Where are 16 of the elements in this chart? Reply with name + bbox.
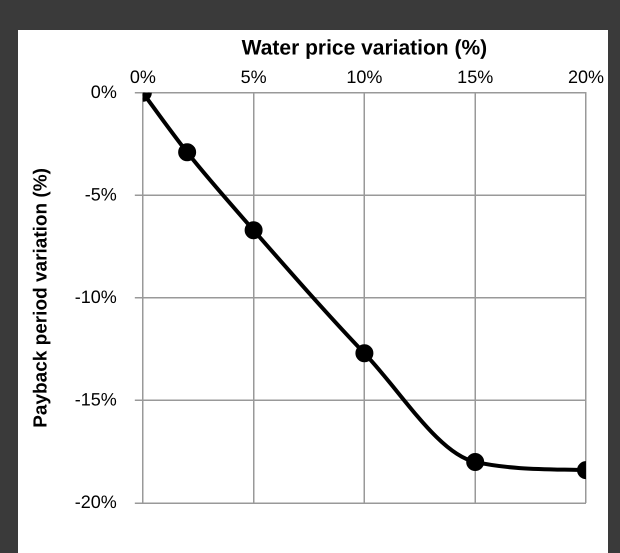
x-tick-label: 15% [457, 66, 494, 87]
y-tick-label: -15% [74, 389, 117, 410]
x-axis-title: Water price variation (%) [242, 36, 488, 60]
y-tick-label: -20% [74, 492, 117, 512]
y-tick-label: 0% [90, 82, 117, 102]
point [244, 221, 263, 240]
point [466, 452, 484, 471]
y-tick-label: -10% [74, 286, 117, 307]
point [355, 344, 374, 362]
x-tick-label: 0% [130, 66, 156, 87]
x-tick-label: 5% [240, 66, 267, 87]
y-tick-label: -5% [84, 184, 117, 204]
point [178, 143, 196, 162]
y-axis-title: Payback period variation (%) [30, 168, 52, 428]
x-tick-label: 10% [346, 66, 382, 87]
x-tick-label: 20% [568, 66, 604, 87]
